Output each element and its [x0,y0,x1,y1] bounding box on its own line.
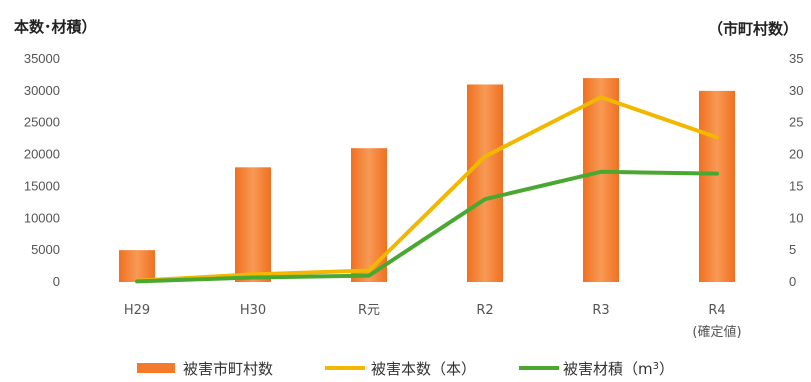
right-axis-tick: 15 [789,178,803,193]
right-axis-tick: 20 [789,147,803,162]
series-line [135,169,719,284]
bar [583,78,619,282]
category-label: R4 [708,303,725,318]
legend-label: 被害材積（m3） [563,360,674,378]
legend-swatch [137,363,175,373]
bar [119,250,155,282]
legend-label: 被害市町村数 [183,360,273,378]
left-axis-tick: 15000 [24,178,60,193]
category-label: R3 [592,303,609,318]
category-label: R2 [476,303,493,318]
right-axis-tick: 5 [789,242,796,257]
bar [235,167,271,282]
right-axis-tick: 30 [789,83,803,98]
left-axis-tick: 5000 [31,242,60,257]
left-axis-tick: 0 [53,274,60,289]
left-axis-tick: 25000 [24,115,60,130]
left-axis-tick: 35000 [24,51,60,66]
bar [467,84,503,282]
left-axis-tick: 20000 [24,147,60,162]
right-axis-tick: 10 [789,210,803,225]
left-axis-tick: 30000 [24,83,60,98]
legend-item: 被害材積（m3） [519,360,674,378]
legend-item: 被害本数（本） [325,360,476,378]
left-axis-tick: 10000 [24,210,60,225]
category-label: H30 [240,303,266,318]
left-axis-title: 本数･材積） [14,18,97,36]
category-label: H29 [124,303,150,318]
bar [699,90,735,282]
right-axis-title: （市町村数） [708,20,798,38]
right-axis-tick: 0 [789,274,796,289]
category-label: R元 [358,303,380,318]
right-axis-tick: 35 [789,51,803,66]
series-line [135,95,719,283]
legend-label: 被害本数（本） [371,360,476,378]
category-label-sub: (確定値) [692,324,741,340]
right-axis-tick: 25 [789,115,803,130]
bar [351,148,387,282]
legend-item: 被害市町村数 [137,360,273,378]
